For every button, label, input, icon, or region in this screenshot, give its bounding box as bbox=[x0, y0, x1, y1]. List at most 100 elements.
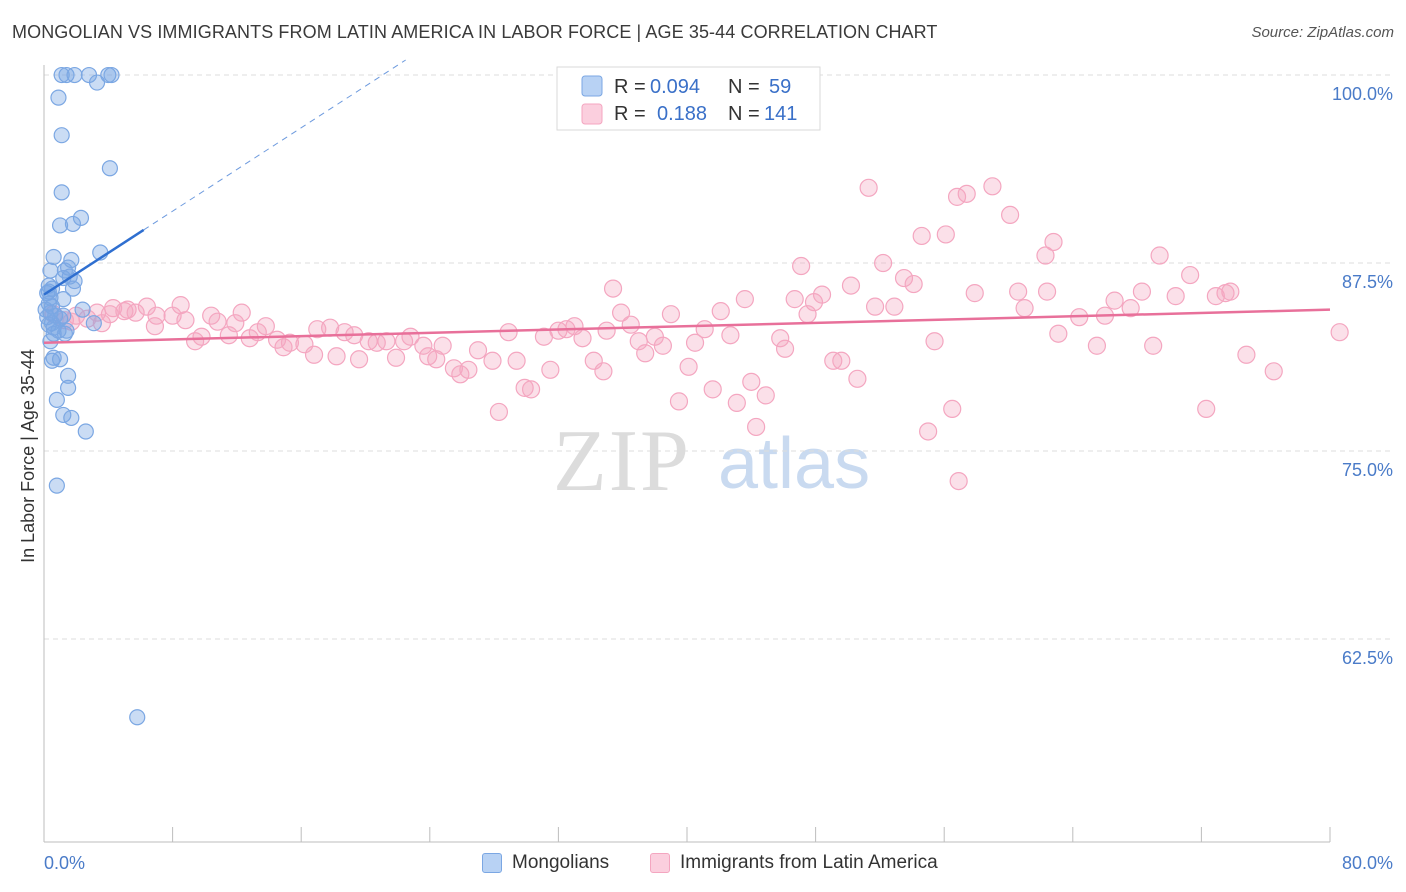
legend-r-value-1: 0.094 bbox=[650, 76, 700, 98]
latin-point bbox=[1087, 336, 1107, 355]
latin-point bbox=[521, 380, 541, 399]
latin-point bbox=[721, 326, 740, 345]
latin-point bbox=[256, 317, 275, 336]
y-tick-label: 62.5% bbox=[1342, 648, 1393, 668]
mongolian-point bbox=[53, 184, 70, 201]
latin-point bbox=[925, 332, 944, 351]
latin-point bbox=[685, 333, 705, 352]
latin-points bbox=[44, 177, 1349, 491]
latin-point bbox=[603, 279, 623, 298]
legend-label-mongolians: Mongolians bbox=[512, 852, 610, 873]
correlation-legend: R = 0.094 N = 59 R = 0.188 N = 141 bbox=[556, 66, 821, 131]
legend-n-label-1: N = bbox=[728, 76, 760, 98]
latin-point bbox=[695, 320, 714, 339]
mongolian-point bbox=[60, 379, 77, 396]
latin-point bbox=[912, 226, 931, 246]
mongolian-point bbox=[129, 709, 146, 726]
latin-point bbox=[669, 392, 689, 411]
latin-point bbox=[304, 345, 324, 364]
latin-point bbox=[1037, 282, 1057, 301]
trend-lines bbox=[43, 59, 1331, 344]
latin-point bbox=[1036, 246, 1055, 265]
legend-n-value-2: 141 bbox=[764, 103, 797, 125]
latin-point bbox=[1105, 291, 1124, 310]
mongolian-point bbox=[55, 307, 72, 324]
mongolian-point bbox=[63, 251, 80, 269]
latin-point bbox=[483, 351, 502, 370]
latin-trend-line bbox=[43, 308, 1331, 344]
latin-point bbox=[499, 323, 518, 342]
latin-point bbox=[1264, 362, 1283, 381]
latin-point bbox=[1221, 282, 1240, 301]
mongolian-point bbox=[60, 367, 77, 384]
latin-point bbox=[1015, 299, 1034, 318]
mongolian-trend-line bbox=[43, 228, 145, 296]
legend-n-value-1: 59 bbox=[769, 76, 791, 98]
latin-point bbox=[386, 348, 406, 367]
latin-point bbox=[832, 351, 851, 370]
latin-point bbox=[515, 378, 534, 397]
x-tick-label: 0.0% bbox=[44, 853, 85, 873]
latin-point bbox=[727, 393, 746, 412]
gridlines bbox=[44, 74, 1392, 640]
latin-point bbox=[841, 276, 861, 295]
latin-point bbox=[226, 314, 245, 333]
mongolian-point bbox=[66, 66, 83, 84]
mongolian-point bbox=[53, 127, 70, 144]
latin-point bbox=[1144, 336, 1163, 355]
latin-point bbox=[597, 321, 616, 340]
latin-point bbox=[1166, 287, 1185, 306]
latin-point bbox=[957, 184, 976, 203]
legend-r-value-2: 0.188 bbox=[657, 103, 707, 125]
axes: 62.5% 75.0% 87.5% 100.0% 0.0% 80.0% bbox=[43, 65, 1393, 873]
latin-point bbox=[414, 336, 433, 355]
latin-point bbox=[1181, 265, 1200, 285]
latin-point bbox=[594, 362, 613, 381]
mongolian-point bbox=[77, 423, 94, 440]
mongolian-point bbox=[101, 160, 119, 177]
mongolian-point bbox=[50, 89, 67, 106]
latin-point bbox=[126, 303, 145, 322]
mongolian-point bbox=[64, 215, 82, 233]
latin-point bbox=[145, 317, 165, 336]
latin-point bbox=[703, 380, 722, 399]
legend-item-latin: Immigrants from Latin America bbox=[650, 852, 938, 874]
latin-point bbox=[621, 315, 640, 334]
mongolian-point bbox=[74, 301, 91, 318]
latin-point bbox=[874, 253, 893, 273]
latin-point bbox=[1132, 282, 1152, 301]
latin-point bbox=[541, 360, 560, 379]
mongolian-point bbox=[48, 477, 65, 494]
latin-point bbox=[756, 386, 775, 405]
latin-point bbox=[1044, 232, 1063, 252]
mongolian-point bbox=[85, 315, 102, 332]
mongolian-point bbox=[63, 409, 80, 427]
legend-swatch-latin bbox=[581, 103, 603, 125]
legend-label-latin: Immigrants from Latin America bbox=[680, 852, 938, 873]
watermark-zip: ZIP bbox=[553, 413, 691, 510]
y-tick-label: 87.5% bbox=[1342, 272, 1393, 292]
latin-point bbox=[104, 299, 123, 318]
latin-point bbox=[859, 178, 878, 197]
latin-point bbox=[848, 369, 867, 388]
latin-point bbox=[636, 344, 655, 363]
latin-point bbox=[1237, 345, 1256, 364]
latin-point bbox=[1150, 246, 1169, 265]
latin-point bbox=[653, 336, 672, 355]
latin-point bbox=[747, 417, 766, 437]
latin-point bbox=[885, 297, 904, 316]
latin-point bbox=[775, 339, 795, 358]
latin-point bbox=[1009, 282, 1028, 301]
mongolians-swatch bbox=[482, 853, 502, 873]
legend-swatch-mongolians bbox=[581, 75, 603, 97]
latin-point bbox=[489, 402, 509, 422]
latin-point bbox=[327, 347, 346, 366]
latin-point bbox=[711, 302, 730, 321]
y-axis-label: In Labor Force | Age 35-44 bbox=[18, 349, 38, 563]
y-tick-label: 75.0% bbox=[1342, 460, 1393, 480]
latin-point bbox=[943, 399, 962, 419]
latin-point bbox=[1197, 399, 1216, 419]
mongolian-point bbox=[56, 325, 73, 342]
latin-point bbox=[468, 341, 488, 360]
